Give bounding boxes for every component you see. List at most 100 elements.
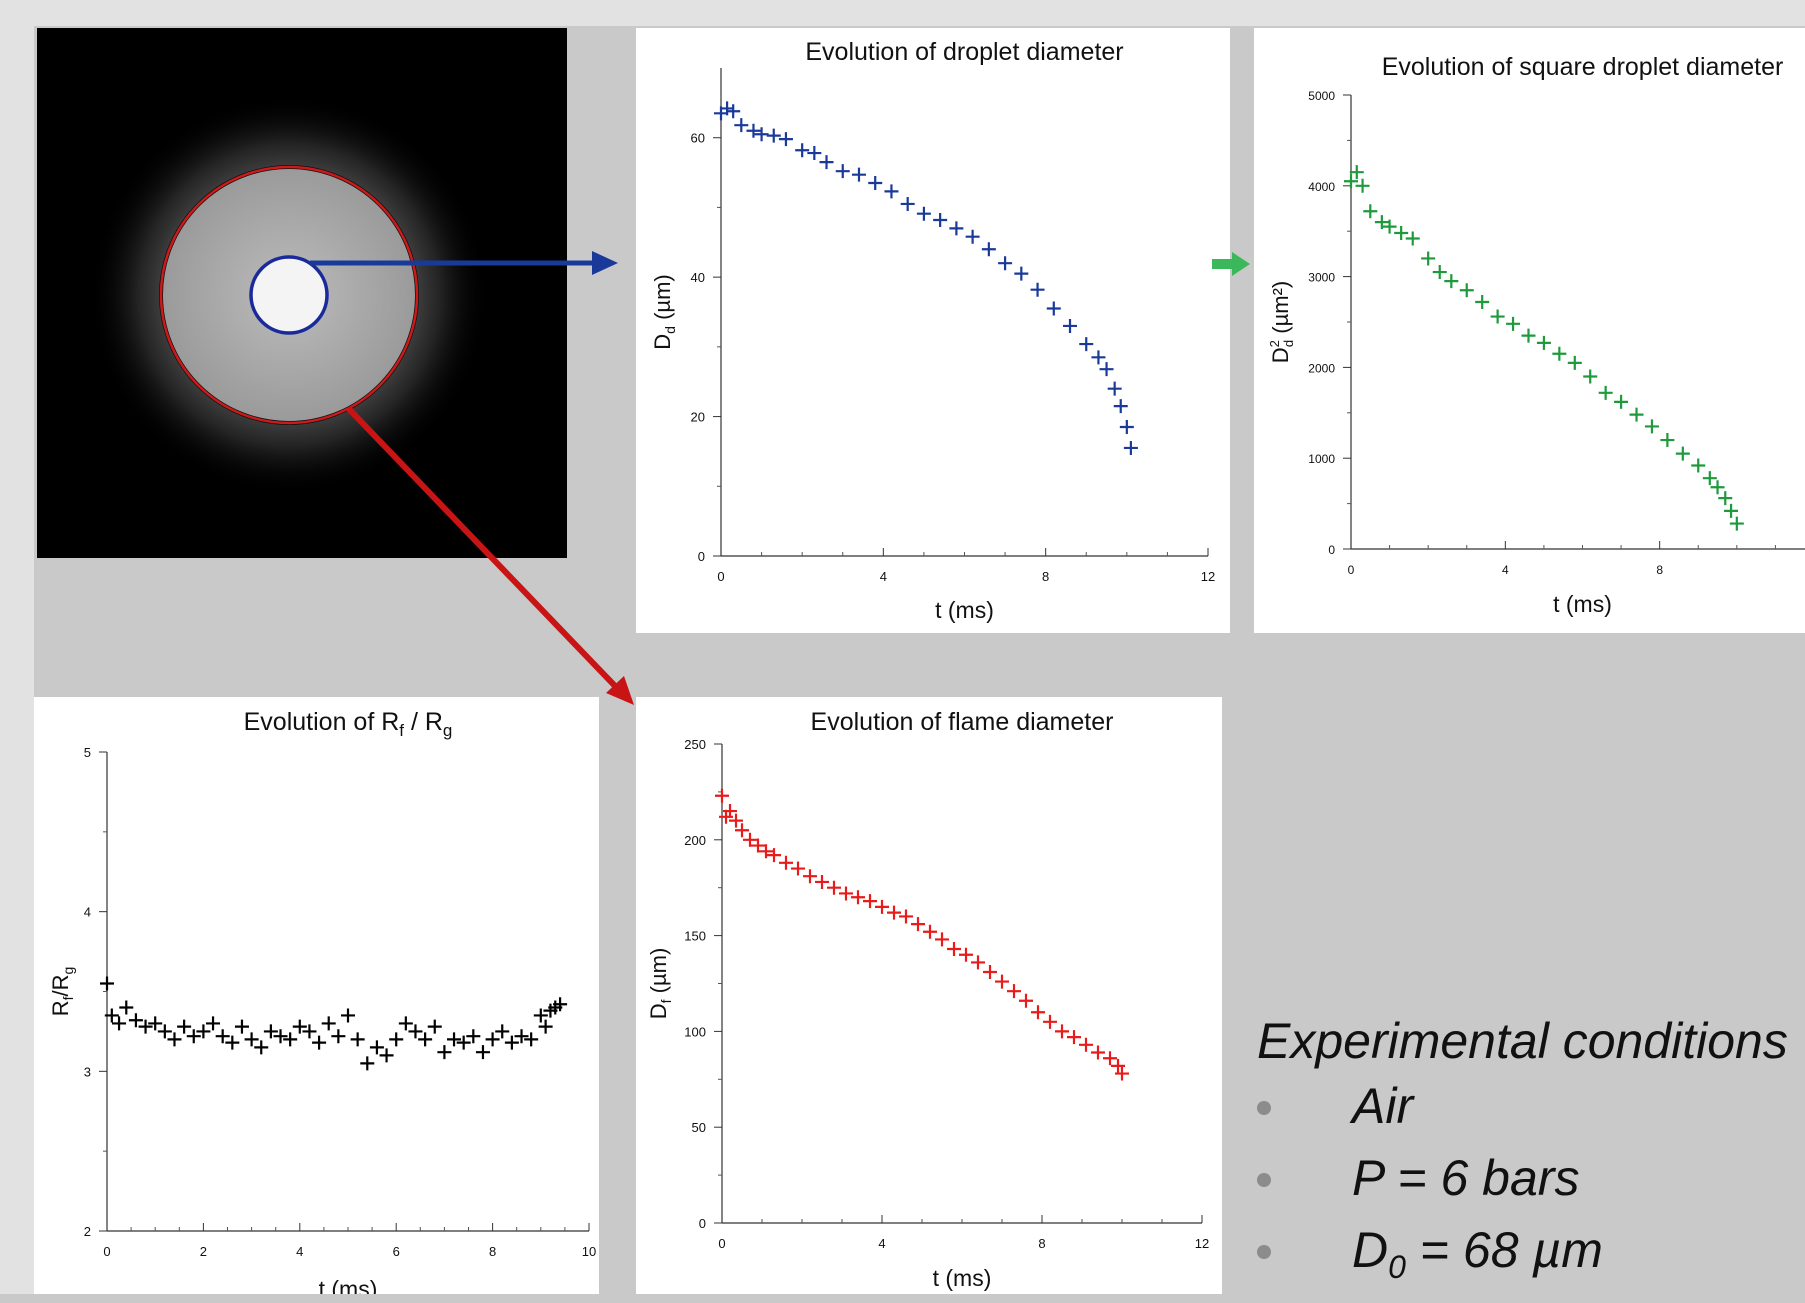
y-label-sub: f xyxy=(60,996,76,1000)
data-point xyxy=(851,890,865,905)
data-point xyxy=(751,838,765,853)
data-series xyxy=(1344,165,1744,531)
data-point xyxy=(538,1019,553,1034)
x-tick-label: 2 xyxy=(200,1244,207,1259)
y-tick-label: 3 xyxy=(84,1064,91,1079)
data-point xyxy=(947,942,961,957)
data-point xyxy=(723,804,737,819)
data-point xyxy=(949,221,964,236)
y-label-sub: d xyxy=(662,326,678,334)
data-point xyxy=(1055,1024,1069,1039)
flame-contour-red xyxy=(159,165,419,425)
data-point xyxy=(1490,309,1505,324)
data-point xyxy=(1475,295,1490,310)
y-tick-label: 3000 xyxy=(1308,271,1335,285)
data-point xyxy=(1115,1066,1129,1081)
chart-panel-droplet-diameter: Evolution of droplet diameter 0 4 8 12 0 20 40 6… xyxy=(636,28,1230,633)
data-point xyxy=(791,861,805,876)
data-point xyxy=(743,832,757,847)
data-point xyxy=(1344,174,1358,189)
data-point xyxy=(887,905,901,920)
y-label-sub: f xyxy=(658,999,674,1003)
chart-title-text: Evolution of square droplet diameter xyxy=(1382,53,1784,81)
data-point xyxy=(815,874,829,889)
y-axis-label: D2d (µm²) xyxy=(1267,281,1296,363)
data-point xyxy=(1111,1058,1125,1073)
x-tick-label: 0 xyxy=(718,1236,725,1251)
data-point xyxy=(1394,226,1409,241)
data-point xyxy=(427,1019,442,1034)
x-axis-label: t (ms) xyxy=(1553,591,1612,617)
data-point xyxy=(244,1032,259,1047)
data-point xyxy=(331,1029,346,1044)
y-tick-label: 0 xyxy=(699,1216,706,1231)
data-point xyxy=(1382,219,1397,234)
data-point xyxy=(835,164,850,179)
data-point xyxy=(379,1048,394,1063)
chart-title-mid: / R xyxy=(404,708,443,736)
data-point xyxy=(360,1056,375,1071)
chart-title: Evolution of droplet diameter xyxy=(805,38,1123,66)
data-point xyxy=(148,1016,163,1031)
data-series xyxy=(715,788,1129,1081)
data-point xyxy=(884,184,899,199)
data-point xyxy=(292,1019,307,1034)
data-point xyxy=(1119,420,1134,435)
y-tick-label: 150 xyxy=(684,929,706,944)
data-point xyxy=(119,1000,134,1015)
arrow-to-square-diameter-line xyxy=(1212,259,1234,269)
x-tick-label: 12 xyxy=(1195,1236,1209,1251)
data-point xyxy=(321,1016,336,1031)
data-point xyxy=(1405,231,1420,246)
data-point xyxy=(225,1035,240,1050)
data-point xyxy=(263,1024,278,1039)
data-point xyxy=(935,932,949,947)
data-point xyxy=(1644,419,1659,434)
x-axis-label: t (ms) xyxy=(935,597,994,623)
data-point xyxy=(827,880,841,895)
data-point xyxy=(746,123,761,138)
data-point xyxy=(369,1040,384,1055)
data-point xyxy=(875,899,889,914)
chart-title-sub-f: f xyxy=(399,721,404,740)
data-point xyxy=(1718,491,1733,506)
conditions-list: Air P = 6 bars D0 = 68 µm xyxy=(1257,1070,1788,1286)
y-axis-label: Rf/Rg xyxy=(48,967,76,1017)
data-point xyxy=(1043,1014,1057,1029)
data-point xyxy=(1598,385,1613,400)
data-point xyxy=(302,1024,317,1039)
data-point xyxy=(795,143,810,158)
y-tick-label: 2000 xyxy=(1308,361,1335,375)
data-point xyxy=(312,1035,327,1050)
conditions-title: Experimental conditions xyxy=(1257,1013,1788,1069)
y-label-mid: /R xyxy=(48,975,73,997)
data-point xyxy=(112,1016,127,1031)
y-tick-label: 40 xyxy=(691,270,705,285)
data-point xyxy=(475,1045,490,1060)
y-tick-label: 20 xyxy=(691,410,705,425)
arrow-flame-to-diameter-head xyxy=(606,676,634,705)
droplet-flame-image-svg xyxy=(89,95,489,495)
arrow-flame-to-diameter-line xyxy=(345,405,619,690)
data-point xyxy=(167,1032,182,1047)
x-axis-label: t (ms) xyxy=(319,1276,378,1294)
data-point xyxy=(1355,178,1370,193)
data-point xyxy=(1107,381,1122,396)
data-point xyxy=(1123,440,1138,455)
data-point xyxy=(466,1029,481,1044)
data-point xyxy=(350,1032,365,1047)
x-tick-label: 4 xyxy=(296,1244,303,1259)
data-point xyxy=(839,886,853,901)
x-tick-label: 8 xyxy=(1038,1236,1045,1251)
data-point xyxy=(1349,165,1364,180)
y-label-sub2: g xyxy=(60,967,76,975)
data-point xyxy=(1067,1030,1081,1045)
data-point xyxy=(1374,215,1389,230)
data-point xyxy=(1363,204,1378,219)
bullet-icon xyxy=(1257,1245,1271,1259)
data-point xyxy=(1724,503,1739,518)
data-point xyxy=(981,242,996,257)
data-point xyxy=(418,1032,433,1047)
y-label-unit: (µm) xyxy=(646,948,671,1000)
data-point xyxy=(177,1019,192,1034)
